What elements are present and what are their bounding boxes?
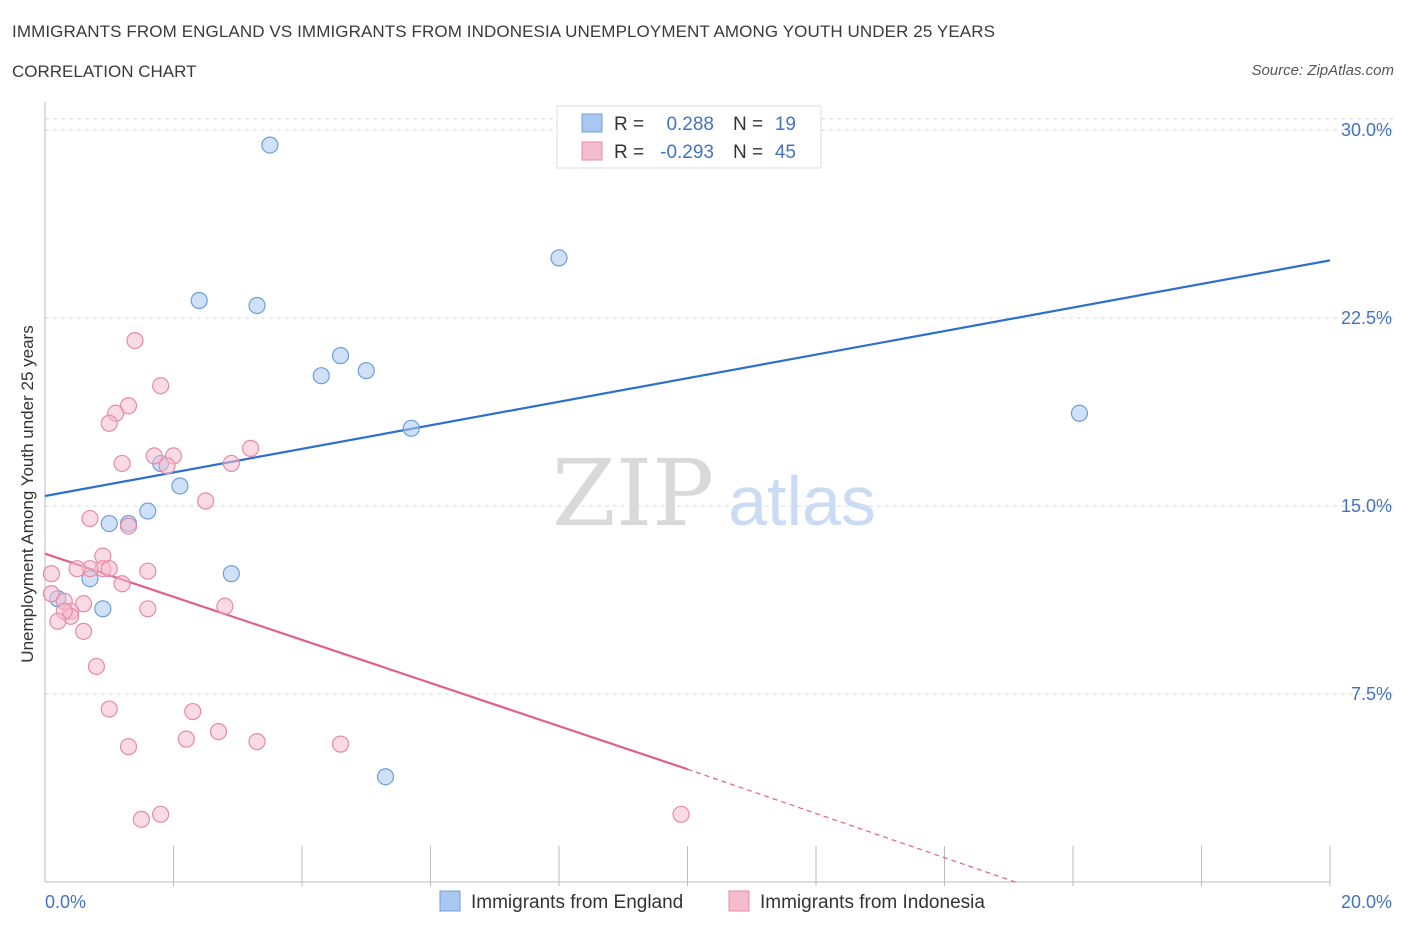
indonesia-n-value: 45 — [775, 142, 796, 163]
indonesia-point — [119, 738, 138, 756]
x-tick-label: 0.0% — [45, 892, 86, 912]
legend-england-label: Immigrants from England — [471, 892, 683, 913]
indonesia-point — [152, 805, 170, 823]
england-point — [171, 477, 189, 495]
legend-indonesia-swatch — [728, 890, 750, 912]
watermark-zip: ZIP — [552, 440, 714, 547]
x-tick-label: 20.0% — [1341, 892, 1392, 912]
indonesia-point — [242, 439, 260, 457]
indonesia-point — [672, 805, 690, 823]
axes — [44, 102, 1331, 886]
watermark: ZIP atlas — [552, 440, 876, 547]
england-point — [190, 291, 208, 310]
indonesia-point — [139, 600, 157, 618]
indonesia-point — [248, 733, 266, 751]
england-point — [248, 296, 266, 315]
indonesia-point — [87, 657, 106, 676]
indonesia-point — [145, 447, 163, 465]
indonesia-point — [197, 492, 215, 510]
y-tick-label: 15.0% — [1341, 496, 1392, 516]
chart-subtitle: CORRELATION CHART — [12, 62, 197, 81]
england-r-label: R = — [614, 114, 644, 135]
indonesia-n-label: N = — [733, 142, 763, 163]
indonesia-point — [100, 414, 118, 432]
indonesia-point — [222, 454, 240, 473]
england-point — [357, 362, 375, 380]
watermark-atlas: atlas — [728, 462, 876, 540]
indonesia-point — [132, 810, 150, 828]
indonesia-point — [119, 397, 138, 415]
data-points — [42, 136, 1089, 828]
indonesia-point — [113, 575, 131, 593]
indonesia-point — [42, 565, 61, 583]
england-point — [1070, 404, 1089, 422]
england-point — [376, 768, 395, 786]
source-credit: Source: ZipAtlas.com — [1251, 62, 1394, 79]
gridlines — [45, 118, 1395, 695]
indonesia-point — [42, 585, 61, 603]
y-tick-label: 30.0% — [1341, 120, 1392, 140]
england-point — [222, 565, 240, 583]
stats-legend: R = 0.288 N = 19 R = -0.293 N = 45 — [556, 105, 822, 169]
indonesia-point — [113, 454, 131, 473]
y-tick-label: 7.5% — [1351, 684, 1392, 704]
indonesia-point — [74, 595, 93, 613]
indonesia-trend-line — [44, 552, 688, 771]
england-point — [100, 514, 118, 533]
england-point — [550, 249, 568, 267]
indonesia-r-value: -0.293 — [660, 142, 714, 163]
indonesia-point — [126, 331, 144, 350]
england-point — [312, 367, 330, 385]
indonesia-swatch — [581, 141, 603, 161]
indonesia-point — [216, 597, 234, 615]
england-point — [331, 347, 350, 365]
legend-england-swatch — [439, 890, 461, 912]
legend-indonesia-label: Immigrants from Indonesia — [760, 892, 985, 913]
indonesia-point — [74, 622, 93, 640]
england-swatch — [581, 113, 603, 133]
indonesia-point — [119, 517, 138, 535]
indonesia-trend-extension — [687, 768, 1016, 883]
england-point — [139, 502, 157, 520]
indonesia-r-label: R = — [614, 142, 644, 163]
indonesia-point — [68, 560, 86, 578]
indonesia-point — [152, 377, 170, 395]
indonesia-point — [177, 730, 195, 748]
indonesia-point — [331, 735, 350, 753]
indonesia-point — [209, 723, 228, 741]
england-r-value: 0.288 — [666, 114, 714, 135]
indonesia-point — [184, 702, 202, 721]
indonesia-point — [158, 457, 176, 475]
indonesia-point — [81, 509, 99, 528]
england-trend-line — [44, 259, 1331, 498]
indonesia-point — [100, 700, 118, 718]
trend-lines — [44, 259, 1331, 883]
chart-title: IMMIGRANTS FROM ENGLAND VS IMMIGRANTS FR… — [12, 22, 996, 41]
england-n-label: N = — [733, 114, 763, 135]
england-n-value: 19 — [775, 114, 796, 135]
series-legend: Immigrants from England Immigrants from … — [439, 890, 985, 913]
england-point — [402, 419, 420, 437]
england-point — [261, 136, 279, 154]
tick-labels: 7.5% 15.0% 22.5% 30.0% 0.0% 20.0% — [45, 120, 1392, 912]
indonesia-point — [49, 612, 67, 630]
indonesia-point — [100, 560, 118, 578]
indonesia-point — [139, 562, 157, 580]
england-point — [94, 600, 112, 618]
y-tick-label: 22.5% — [1341, 308, 1392, 328]
